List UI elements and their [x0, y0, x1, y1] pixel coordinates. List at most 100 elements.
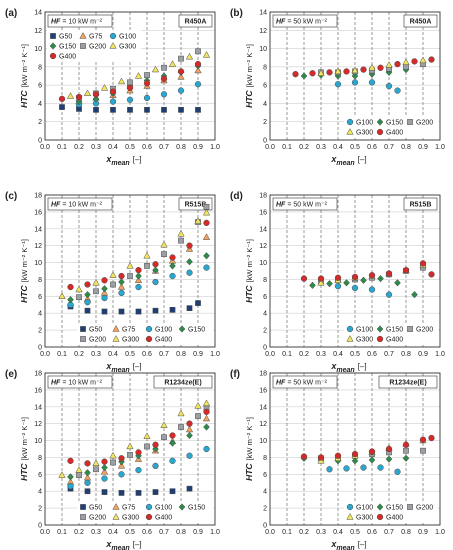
x-tick-label: 0.7: [384, 351, 394, 358]
data-point: [169, 272, 176, 280]
data-point: [144, 72, 150, 78]
fluid-label-box: [378, 375, 438, 389]
data-point: [178, 106, 184, 113]
y-tick-label: 2: [38, 119, 42, 126]
data-point: [117, 283, 126, 290]
x-tick-label: 0.5: [350, 529, 360, 536]
y-axis-label-main: HTC: [19, 463, 29, 481]
data-point: [385, 455, 393, 463]
data-point: [343, 279, 350, 287]
legend-marker-g300: [109, 42, 117, 49]
series-g300: [66, 51, 211, 99]
data-point: [203, 203, 210, 210]
legend: G50 G75 G100 G150 G200 G300 G400: [77, 323, 213, 345]
x-tick-label: 0.4: [333, 144, 343, 151]
data-point: [194, 402, 202, 409]
legend-label: G200: [89, 337, 106, 344]
x-tick-label: 1.0: [210, 144, 220, 151]
legend-label: G150: [386, 327, 403, 334]
data-point: [169, 432, 176, 439]
series-g300: [58, 208, 211, 299]
series-g300: [58, 399, 211, 478]
x-tick-label: 0.4: [333, 529, 343, 536]
data-point: [100, 467, 109, 475]
series-g150: [309, 274, 418, 299]
data-point: [161, 251, 167, 257]
x-tick-label: 0.6: [142, 529, 152, 536]
legend-label: G75: [122, 505, 135, 512]
hf-annotation-box: [272, 375, 338, 389]
hf-label: HF: [276, 19, 286, 26]
data-point: [317, 69, 325, 76]
data-point: [300, 72, 308, 80]
y-axis-label-unit: [kW m⁻² K⁻¹]: [20, 44, 29, 87]
data-point: [177, 68, 185, 75]
data-point: [93, 106, 99, 113]
data-point: [185, 52, 194, 60]
y-tick-label: 2: [38, 328, 42, 335]
legend-marker-g400: [376, 513, 384, 521]
data-point: [126, 96, 134, 103]
data-point: [144, 263, 150, 269]
y-tick-label: 6: [263, 472, 267, 479]
hf-annotation-box: [272, 14, 338, 28]
data-point: [127, 79, 133, 86]
legend-marker-g300: [346, 128, 354, 135]
data-point: [402, 58, 410, 65]
data-point: [300, 275, 308, 282]
x-tick-label: 0.0: [265, 144, 275, 151]
legend-label: G200: [89, 44, 106, 51]
y-tick-label: 0: [38, 345, 42, 352]
data-point: [110, 459, 116, 466]
data-point: [194, 60, 202, 68]
data-point: [203, 219, 210, 227]
legend-marker-g200: [407, 119, 413, 125]
legend-marker-g400: [145, 335, 153, 343]
x-tick-label: 0.9: [193, 144, 203, 151]
legend: G100 G150 G200 G300 G400: [344, 116, 438, 138]
y-tick-label: 16: [34, 209, 42, 216]
data-point: [168, 60, 177, 67]
y-axis-label-unit: [kW m⁻² K⁻¹]: [245, 239, 254, 282]
x-tick-label: 1.0: [435, 529, 445, 536]
y-tick-label: 12: [34, 28, 42, 35]
data-point: [169, 439, 176, 447]
legend-label: G200: [89, 515, 106, 522]
data-point: [127, 106, 133, 113]
data-point: [101, 277, 108, 284]
x-axis-label-main: x: [330, 154, 337, 164]
data-point: [194, 217, 202, 224]
x-tick-label: 0.9: [193, 529, 203, 536]
x-tick-label: 0.0: [40, 351, 50, 358]
data-point: [75, 285, 83, 293]
data-point: [84, 307, 91, 314]
x-axis-label-unit: [–]: [133, 362, 142, 371]
data-point: [101, 489, 108, 495]
y-axis-label: HTC [kW m⁻² K⁻¹]: [19, 417, 29, 481]
y-tick-label: 12: [34, 421, 42, 428]
panel-label: (b): [230, 8, 243, 19]
legend-marker-g150: [178, 503, 186, 511]
x-tick-label: 0.3: [91, 144, 101, 151]
series-g400: [292, 56, 435, 78]
x-tick-label: 0.9: [193, 351, 203, 358]
data-point: [403, 64, 409, 70]
series-g200: [76, 405, 210, 479]
legend-marker-g100: [346, 325, 354, 333]
x-tick-label: 0.1: [57, 144, 67, 151]
x-tick-label: 0.6: [142, 144, 152, 151]
hf-label: HF: [276, 202, 286, 209]
data-point: [420, 447, 426, 454]
data-point: [100, 83, 109, 91]
x-tick-label: 0.3: [316, 351, 326, 358]
data-point: [101, 463, 108, 472]
y-tick-label: 8: [38, 277, 42, 284]
data-point: [117, 461, 126, 469]
data-point: [109, 451, 117, 459]
x-axis-label-sub: mean: [336, 160, 354, 167]
legend-marker-g50: [50, 33, 56, 39]
legend-marker-g300: [112, 335, 120, 342]
data-point: [67, 473, 74, 481]
x-axis-label-sub: mean: [336, 545, 354, 550]
data-point: [75, 466, 83, 473]
